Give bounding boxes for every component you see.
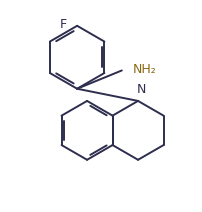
Text: F: F: [59, 18, 66, 31]
Text: NH₂: NH₂: [132, 63, 156, 76]
Text: N: N: [136, 84, 146, 96]
